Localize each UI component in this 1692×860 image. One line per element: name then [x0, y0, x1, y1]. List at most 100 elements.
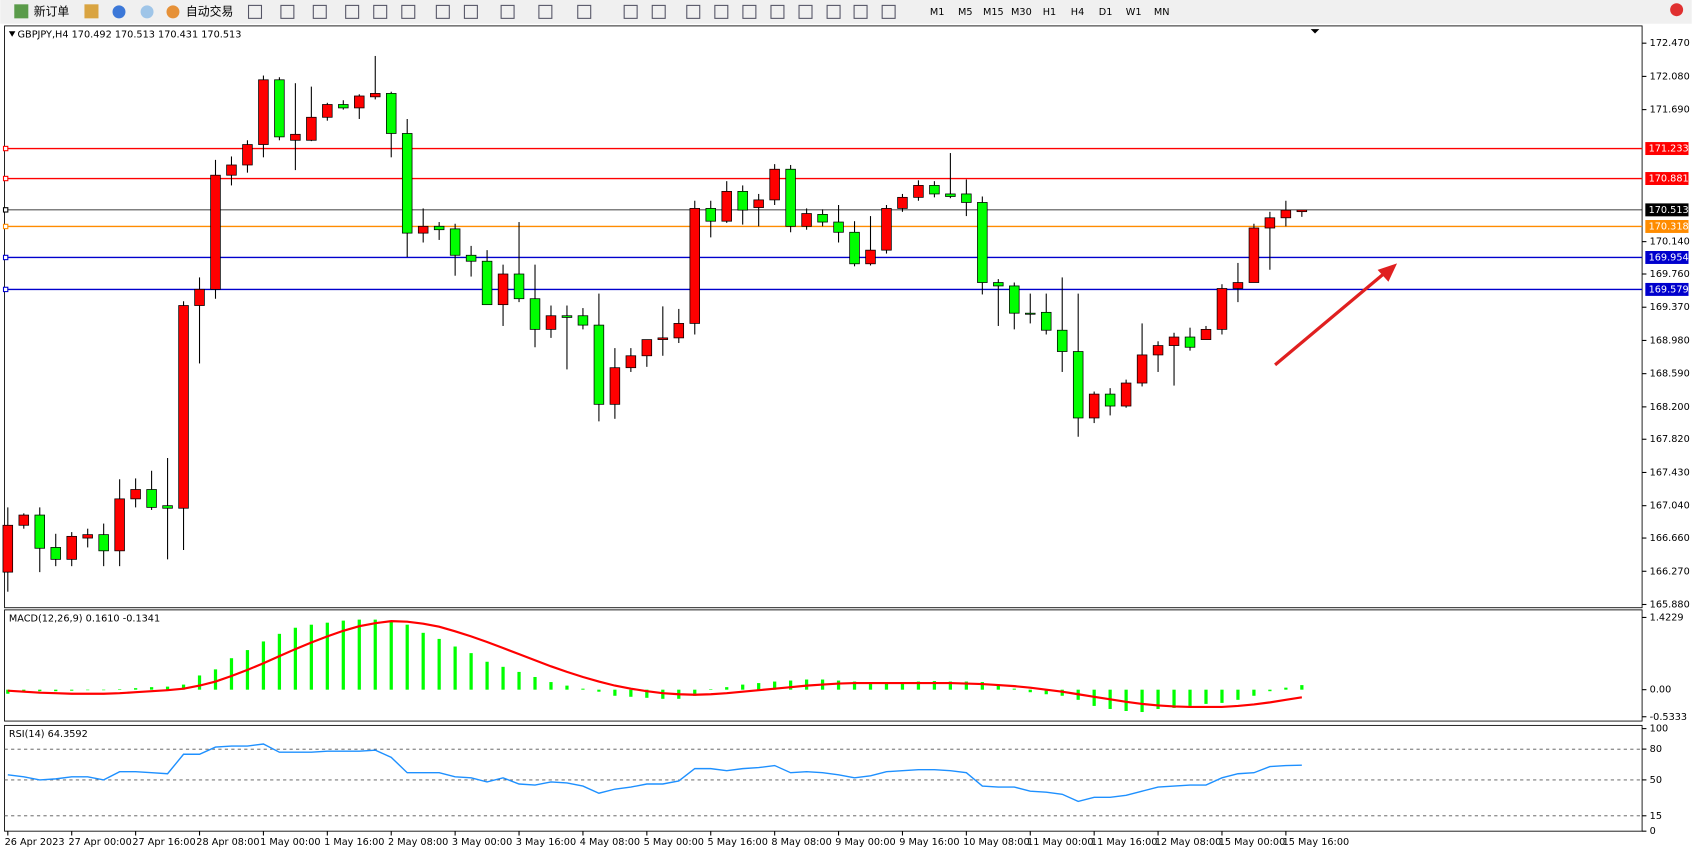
tool-button[interactable] — [500, 4, 515, 19]
candle-body — [322, 104, 333, 118]
tool-button[interactable] — [280, 4, 295, 19]
x-tick-label: 9 May 00:00 — [835, 837, 895, 848]
auto-trading-icon[interactable] — [166, 5, 180, 19]
tool-button[interactable] — [881, 4, 896, 19]
candle-body — [433, 225, 445, 231]
tool-button[interactable] — [373, 4, 388, 19]
tool-button[interactable] — [247, 4, 263, 19]
candle-body — [1216, 288, 1228, 330]
x-tick-label: 27 Apr 00:00 — [68, 837, 131, 848]
period-button[interactable]: H4 — [1071, 7, 1084, 18]
candle-body — [737, 191, 748, 211]
toolbar: 新订单 自动交易 M1 M5 M15 M30 H1 H4 D1 W1 MN — [0, 0, 1692, 24]
candle-body — [753, 199, 764, 208]
candle-body — [1248, 227, 1260, 283]
candle-body — [593, 324, 605, 405]
period-button[interactable]: M5 — [958, 7, 973, 18]
candle-body — [401, 133, 413, 234]
period-button[interactable]: M1 — [930, 7, 945, 18]
level-label: 171.233 — [1649, 144, 1689, 155]
new-order-icon[interactable] — [14, 4, 29, 19]
candle-body — [705, 208, 716, 222]
tool-button[interactable] — [826, 4, 841, 19]
candle-body — [577, 315, 589, 326]
period-button[interactable]: MN — [1154, 7, 1170, 18]
tool-button[interactable] — [651, 4, 666, 19]
period-button[interactable]: H1 — [1043, 7, 1056, 18]
candle-body — [1152, 345, 1164, 356]
y-tick-label: 172.470 — [1650, 38, 1690, 49]
tool-button[interactable] — [714, 4, 729, 19]
tool-button[interactable] — [312, 4, 327, 19]
y-tick-label: 168.200 — [1650, 402, 1690, 413]
candle-body — [1200, 328, 1212, 340]
level-label: 170.881 — [1649, 174, 1689, 185]
candle-body — [529, 298, 541, 330]
candle-body — [274, 79, 285, 138]
macd-bar — [469, 653, 473, 690]
tool-button[interactable] — [435, 4, 450, 19]
macd-bar — [1268, 689, 1272, 692]
tool-button[interactable] — [401, 4, 416, 19]
y-tick-label: 169.370 — [1650, 302, 1690, 313]
macd-bar — [996, 685, 1000, 690]
tool-button[interactable] — [853, 4, 868, 19]
macd-bar — [341, 620, 345, 690]
tool-button[interactable] — [345, 4, 360, 19]
tool-button[interactable] — [742, 4, 757, 19]
macd-bar — [916, 681, 921, 690]
candle-body — [961, 193, 972, 203]
x-tick-label: 12 May 08:00 — [1155, 837, 1222, 848]
tool-button[interactable] — [686, 4, 701, 19]
period-button[interactable]: M30 — [1011, 7, 1032, 18]
trend-arrow — [1274, 263, 1398, 367]
y-tick-label: 168.980 — [1650, 335, 1690, 346]
period-button[interactable]: D1 — [1099, 7, 1113, 18]
candle-body — [481, 260, 493, 306]
tool-button[interactable] — [463, 4, 478, 19]
auto-trading-button[interactable]: 自动交易 — [186, 4, 233, 18]
candle-body — [673, 323, 685, 339]
x-tick-label: 5 May 16:00 — [708, 837, 768, 848]
candle-body — [162, 505, 173, 509]
tool-button[interactable] — [623, 4, 638, 19]
period-buttons: M1 M5 M15 M30 H1 H4 D1 W1 MN — [930, 7, 1170, 18]
tool-icon[interactable] — [140, 5, 154, 19]
candle-body — [977, 202, 988, 283]
tool-button[interactable] — [538, 4, 553, 19]
x-tick-label: 27 Apr 16:00 — [132, 837, 195, 848]
macd-bar — [964, 681, 968, 690]
candle-body — [338, 104, 349, 109]
candle-body — [1009, 285, 1020, 314]
notification-badge[interactable] — [1670, 3, 1684, 17]
macd-bar — [1236, 689, 1240, 700]
x-tick-label: 3 May 00:00 — [452, 837, 512, 848]
tool-button[interactable] — [798, 4, 813, 19]
macd-bar — [565, 685, 569, 690]
candle-body — [242, 144, 253, 166]
period-button[interactable]: M15 — [983, 7, 1004, 18]
candle-body — [641, 339, 653, 357]
candle-body — [689, 208, 701, 324]
new-order-button[interactable]: 新订单 — [34, 4, 70, 18]
candle-body — [913, 185, 924, 198]
tool-icon[interactable] — [84, 4, 99, 19]
candle-body — [1232, 282, 1244, 289]
x-tick-label: 1 May 00:00 — [260, 837, 320, 848]
period-button[interactable]: W1 — [1126, 7, 1142, 18]
level-label-bg — [1645, 251, 1689, 264]
y-tick-label: 0 — [1650, 826, 1656, 837]
tool-icon[interactable] — [112, 5, 126, 19]
macd-bar — [1156, 689, 1160, 709]
arrow-shaft — [1274, 268, 1390, 367]
tool-button[interactable] — [770, 4, 785, 19]
level-marker — [2, 286, 9, 293]
macd-bar — [149, 687, 154, 690]
candle-body — [497, 273, 509, 306]
level-marker — [2, 223, 9, 230]
candle-body — [66, 535, 77, 560]
tool-button[interactable] — [577, 4, 592, 19]
macd-title: MACD(12,26,9) 0.1610 -0.1341 — [9, 614, 160, 625]
candle-body — [194, 288, 205, 306]
